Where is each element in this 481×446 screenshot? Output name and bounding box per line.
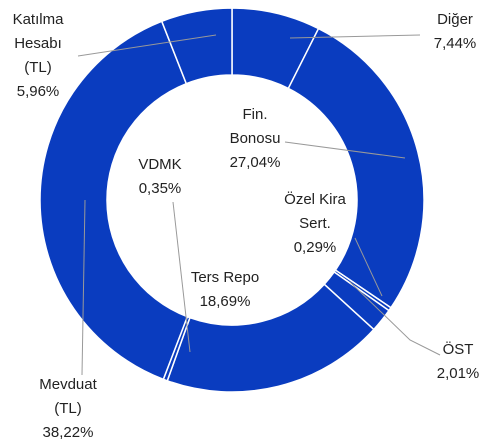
slice-label: Fin. Bonosu 27,04% bbox=[230, 103, 281, 175]
leader-line bbox=[81, 199, 86, 376]
slice-label: Diğer 7,44% bbox=[434, 8, 477, 56]
value-label: 18,69% bbox=[199, 293, 251, 310]
value-label: 27,04% bbox=[229, 154, 281, 171]
leader-line bbox=[284, 141, 406, 159]
category-label: Fin. Bonosu bbox=[229, 106, 281, 147]
category-label: Özel Kira Sert. bbox=[284, 191, 346, 232]
slice-label: ÖST 2,01% bbox=[437, 338, 480, 386]
value-label: 2,01% bbox=[436, 365, 480, 382]
slice bbox=[39, 20, 189, 381]
category-label: ÖST bbox=[442, 341, 474, 358]
leader-lines bbox=[77, 34, 441, 376]
category-label: Diğer bbox=[437, 11, 473, 28]
leader-line bbox=[354, 237, 383, 297]
value-label: 7,44% bbox=[433, 35, 477, 52]
value-label: 0,35% bbox=[138, 180, 182, 197]
slice-label: Mevduat (TL) 38,22% bbox=[39, 373, 97, 445]
slice-label: VDMK 0,35% bbox=[138, 153, 181, 201]
category-label: VDMK bbox=[138, 156, 182, 173]
category-label: Mevduat (TL) bbox=[39, 376, 97, 417]
value-label: 0,29% bbox=[293, 239, 337, 256]
leader-line bbox=[172, 201, 191, 353]
leader-line bbox=[349, 281, 441, 356]
slice bbox=[287, 27, 425, 309]
slice-label: Katılma Hesabı (TL) 5,96% bbox=[13, 8, 64, 104]
value-label: 5,96% bbox=[16, 83, 60, 100]
value-label: 38,22% bbox=[42, 424, 94, 441]
category-label: Katılma Hesabı (TL) bbox=[12, 11, 64, 76]
slice-label: Özel Kira Sert. 0,29% bbox=[284, 188, 346, 260]
category-label: Ters Repo bbox=[190, 269, 260, 286]
slices bbox=[39, 7, 425, 393]
leader-line bbox=[289, 34, 421, 39]
slice-label: Ters Repo 18,69% bbox=[191, 266, 259, 314]
leader-line bbox=[77, 34, 217, 57]
slice bbox=[160, 7, 233, 85]
